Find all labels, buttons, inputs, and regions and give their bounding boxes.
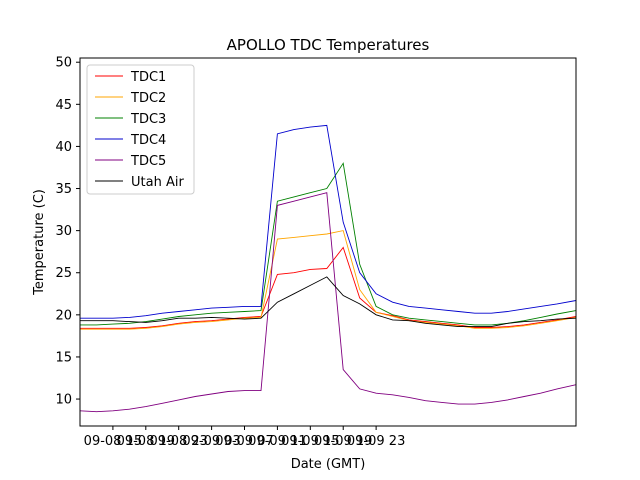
y-tick-label-6: 40 xyxy=(55,140,72,155)
y-axis-label: Temperature (C) xyxy=(32,189,47,296)
series-line-5 xyxy=(80,276,577,328)
x-tick-label-3: 09-09 03 xyxy=(182,434,240,449)
legend: TDC1 TDC2 TDC3 TDC4 TDC5 Utah Air xyxy=(86,64,195,195)
y-tick-label-5: 35 xyxy=(55,182,72,197)
legend-label-3: TDC4 xyxy=(130,133,166,148)
series-layer xyxy=(79,124,577,413)
legend-items: TDC1 TDC2 TDC3 TDC4 TDC5 Utah Air xyxy=(95,70,184,190)
x-tick-label-2: 09-08 23 xyxy=(149,434,207,449)
y-axis: 10 15 20 25 30 35 40 45 50 xyxy=(55,56,80,408)
x-tick-label-6: 09-09 15 xyxy=(281,434,339,449)
x-axis-label: Date (GMT) xyxy=(291,457,366,472)
legend-label-4: TDC5 xyxy=(130,154,166,169)
y-tick-label-0: 10 xyxy=(55,393,72,408)
x-tick-label-4: 09-09 07 xyxy=(215,434,273,449)
series-line-4 xyxy=(79,192,577,413)
y-tick-label-1: 15 xyxy=(55,350,72,365)
y-tick-label-2: 20 xyxy=(55,308,72,323)
x-tick-label-5: 09-09 11 xyxy=(248,434,306,449)
series-line-1 xyxy=(80,230,577,330)
series-line-2 xyxy=(80,162,577,326)
x-tick-label-8: 09-09 23 xyxy=(347,434,405,449)
x-tick-label-7: 09-09 19 xyxy=(314,434,372,449)
y-tick-label-8: 50 xyxy=(55,56,72,71)
legend-label-2: TDC3 xyxy=(130,112,166,127)
legend-label-0: TDC1 xyxy=(130,70,166,85)
y-tick-label-4: 30 xyxy=(55,224,72,239)
legend-label-1: TDC2 xyxy=(130,91,166,106)
y-tick-label-3: 25 xyxy=(55,266,72,281)
legend-label-5: Utah Air xyxy=(131,175,184,190)
plot-frame xyxy=(79,57,577,427)
x-tick-label-1: 09-08 19 xyxy=(117,434,175,449)
y-tick-label-7: 45 xyxy=(55,98,72,113)
chart-title: APOLLO TDC Temperatures xyxy=(227,36,430,54)
series-line-0 xyxy=(80,246,577,329)
x-tick-label-0: 09-08 15 xyxy=(84,434,142,449)
series-line-3 xyxy=(80,124,577,319)
